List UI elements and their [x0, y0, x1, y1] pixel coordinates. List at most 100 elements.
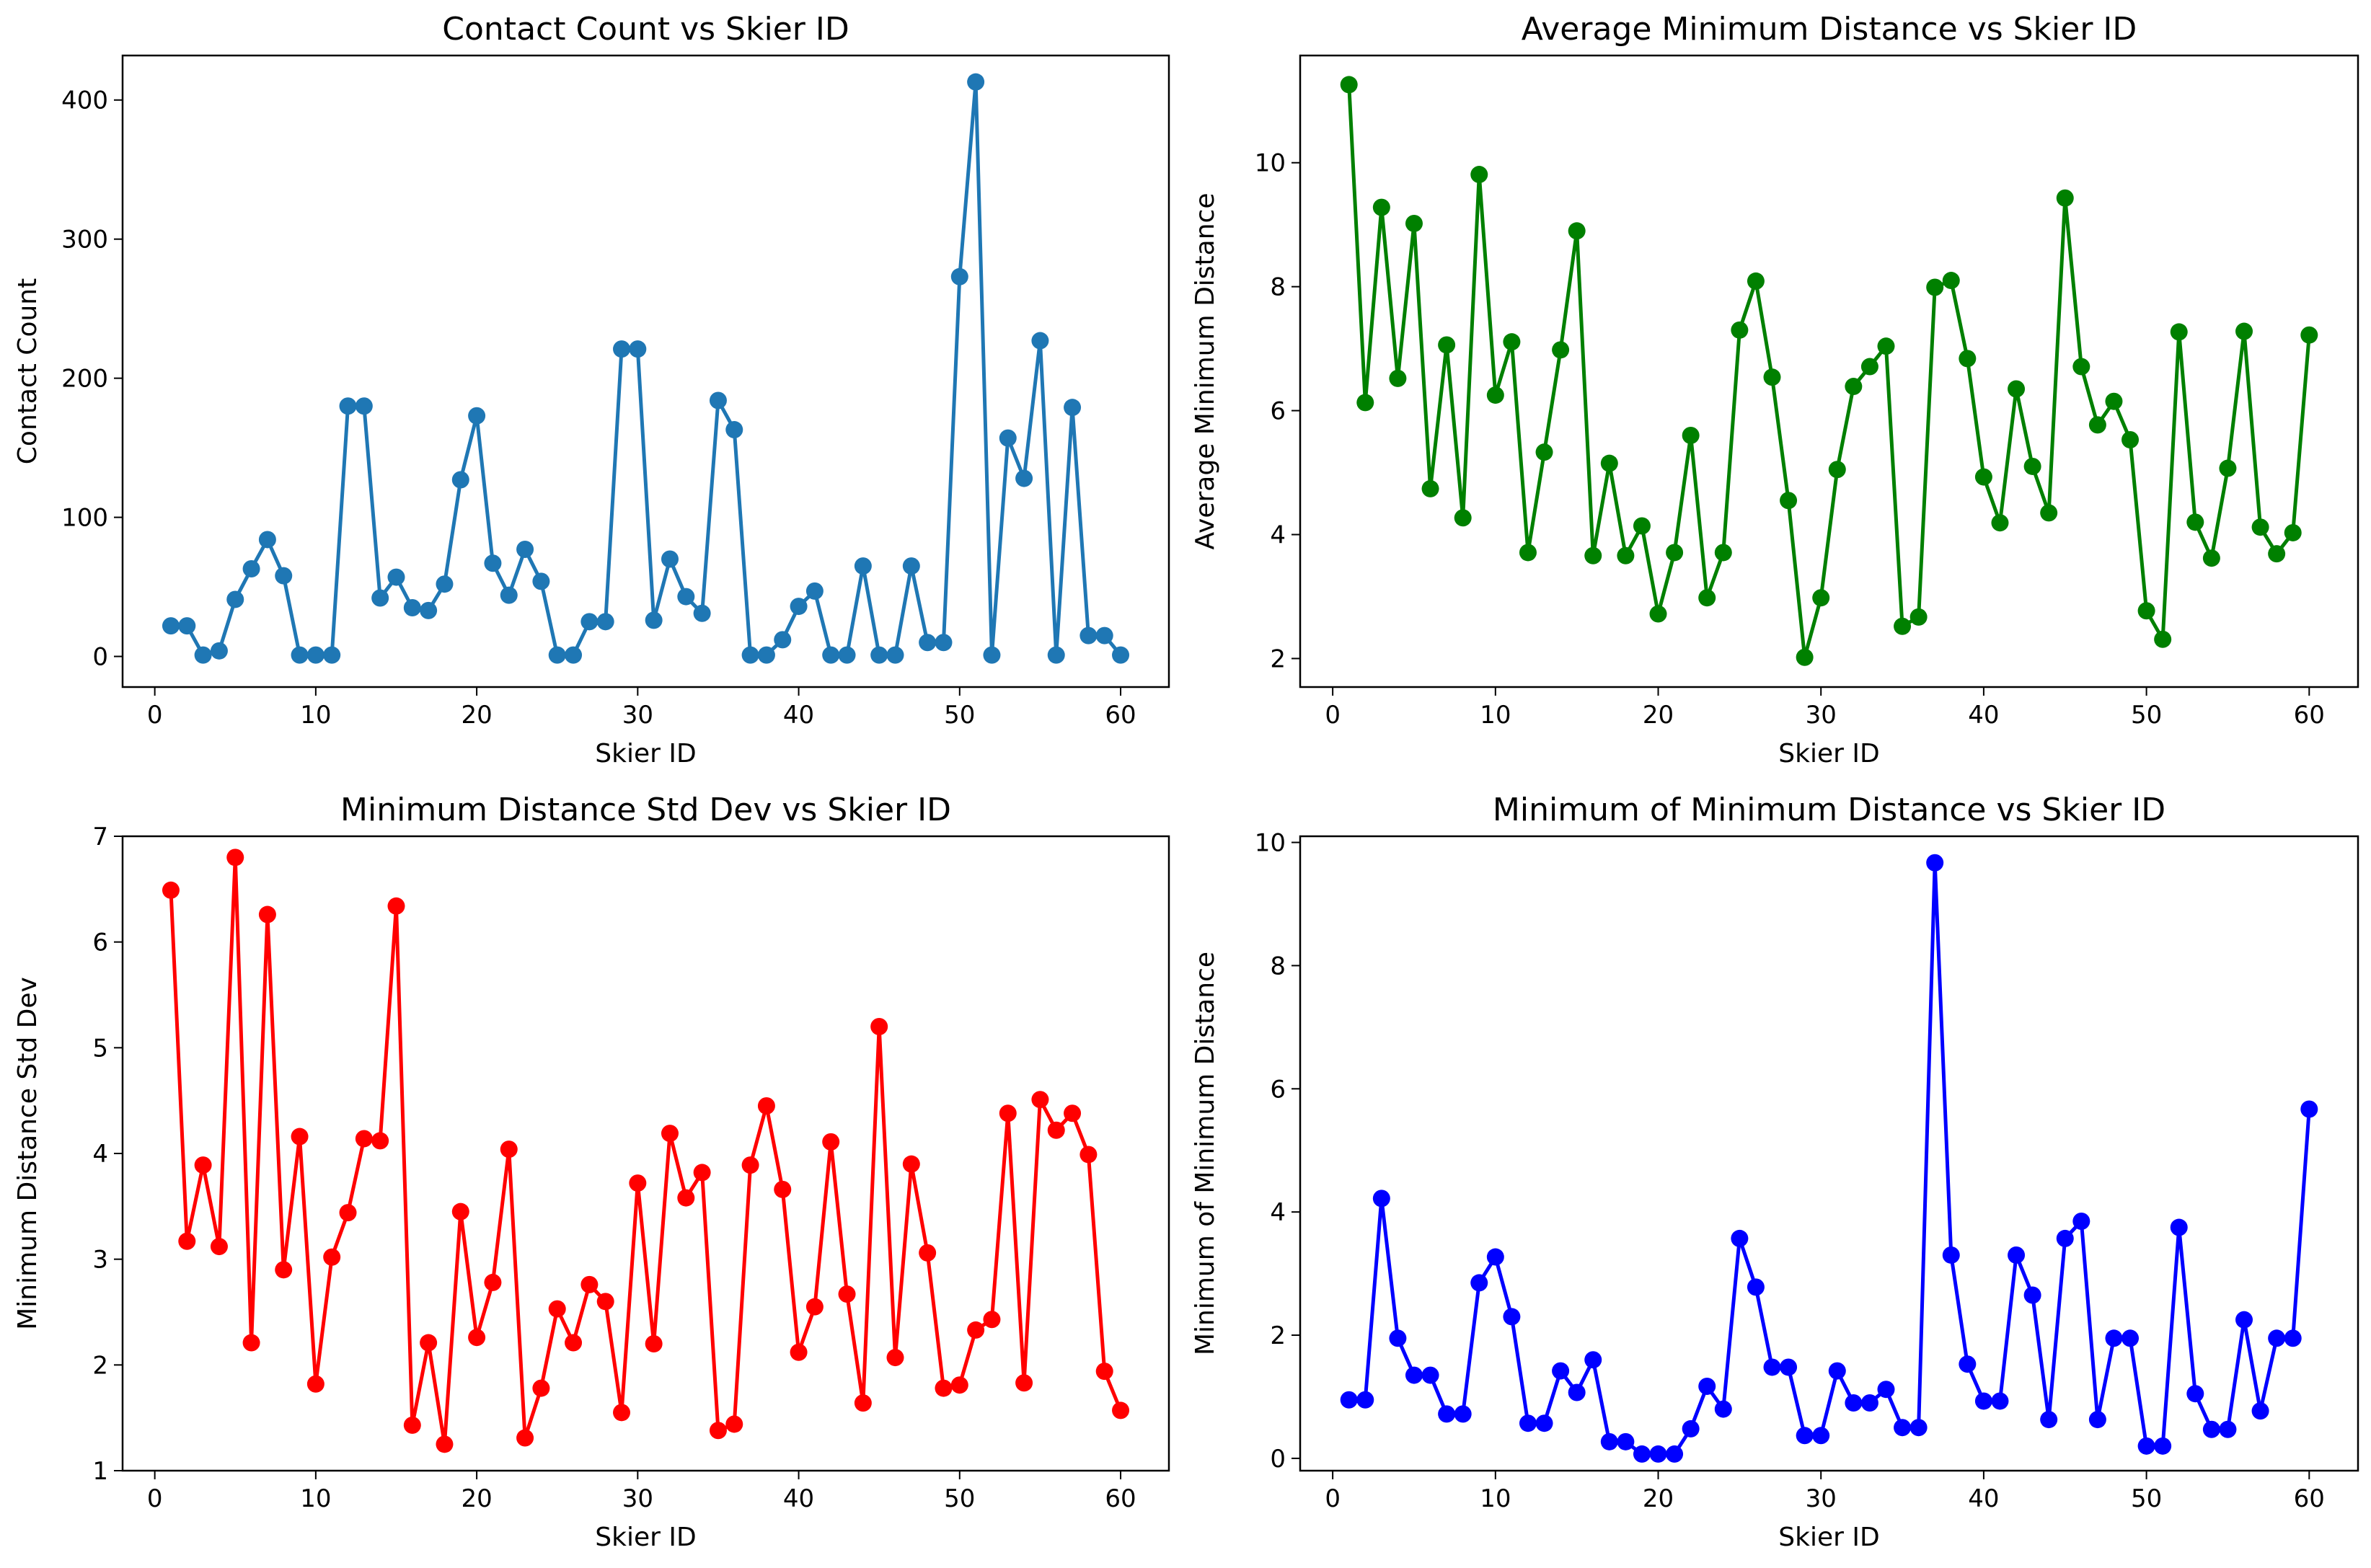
data-point — [967, 73, 985, 91]
x-tick-label: 0 — [147, 701, 163, 730]
data-point — [2137, 1437, 2155, 1455]
data-point — [1015, 469, 1033, 487]
data-point — [2284, 1329, 2302, 1347]
data-point — [1405, 1366, 1423, 1384]
x-tick-label: 20 — [461, 701, 492, 730]
data-point — [565, 1334, 583, 1352]
data-point — [2284, 523, 2302, 541]
y-tick-label: 100 — [61, 504, 108, 533]
data-point — [484, 1273, 502, 1291]
y-tick-label: 7 — [92, 823, 108, 851]
data-point — [1974, 468, 1992, 486]
data-point — [355, 397, 373, 415]
data-point — [339, 397, 357, 415]
data-point — [1942, 1246, 1960, 1264]
data-point — [1763, 1358, 1781, 1376]
data-point — [1796, 1427, 1814, 1445]
data-point — [2056, 1229, 2074, 1247]
y-tick-label: 3 — [92, 1246, 108, 1275]
data-point — [774, 631, 792, 649]
data-point — [854, 1394, 872, 1412]
data-point — [2235, 322, 2253, 340]
data-point — [2040, 1411, 2058, 1429]
y-axis-label: Minimum of Minimum Distance — [1191, 952, 1220, 1355]
y-tick-label: 10 — [1255, 149, 1286, 178]
data-point — [2186, 1385, 2204, 1403]
data-point — [1828, 461, 1846, 479]
data-point — [1860, 1394, 1878, 1412]
data-point — [1666, 1445, 1684, 1463]
data-point — [1796, 648, 1814, 666]
series-line — [170, 80, 1122, 657]
data-point — [1535, 443, 1553, 461]
data-point — [2186, 513, 2204, 531]
data-point — [596, 613, 614, 631]
data-point — [1356, 1391, 1374, 1409]
x-tick-label: 20 — [1643, 701, 1674, 730]
data-point — [1064, 1104, 1082, 1122]
y-tick-label: 4 — [1270, 1198, 1286, 1227]
data-point — [1698, 1377, 1716, 1395]
average-minimum-distance-chart: Average Minimum Distance vs Skier ID Ski… — [1191, 11, 2359, 769]
data-point — [403, 1416, 421, 1434]
data-point — [1649, 605, 1667, 623]
data-point — [886, 1349, 904, 1367]
data-point — [355, 1130, 373, 1148]
series-line — [1348, 861, 2311, 1456]
data-point — [1860, 358, 1878, 376]
data-point — [1926, 854, 1944, 872]
data-point — [1454, 509, 1472, 527]
series-line — [1347, 84, 2311, 660]
data-point — [1095, 1363, 1113, 1381]
data-point — [1926, 278, 1944, 296]
data-point — [1454, 1405, 1472, 1423]
data-point — [532, 1379, 550, 1397]
data-point — [1356, 394, 1374, 412]
x-tick-label: 0 — [1325, 701, 1341, 730]
data-point — [935, 1379, 953, 1397]
data-point — [967, 1321, 985, 1339]
data-point — [162, 617, 180, 635]
data-point — [565, 646, 583, 664]
data-point — [2170, 323, 2188, 341]
data-point — [805, 582, 824, 600]
data-point — [1340, 1391, 1358, 1409]
data-point — [645, 1335, 663, 1352]
data-point — [1535, 1414, 1553, 1432]
data-point — [1552, 341, 1570, 359]
y-tick-label: 200 — [61, 365, 108, 394]
data-point — [371, 589, 389, 607]
data-point — [709, 391, 727, 409]
data-point — [725, 1415, 743, 1433]
data-point — [1552, 1362, 1570, 1380]
data-point — [854, 557, 872, 575]
data-point — [1991, 1392, 2009, 1410]
data-point — [822, 1133, 840, 1151]
data-point — [1047, 646, 1065, 664]
data-point — [950, 1376, 968, 1394]
data-point — [613, 340, 631, 358]
data-point — [194, 646, 212, 664]
data-point — [2072, 1212, 2090, 1230]
data-point — [258, 531, 276, 549]
data-point — [741, 1156, 759, 1174]
data-point — [1959, 1355, 1977, 1373]
data-point — [1894, 617, 1912, 635]
data-point — [1714, 544, 1732, 562]
data-point — [1731, 1229, 1749, 1247]
data-point — [2219, 1420, 2237, 1438]
data-point — [2008, 380, 2026, 398]
data-point — [2202, 549, 2220, 567]
data-point — [790, 598, 808, 616]
data-point — [516, 540, 534, 558]
plot-frame — [121, 835, 1170, 1472]
data-point — [451, 1202, 469, 1221]
data-point — [1438, 336, 1456, 354]
y-tick-label: 6 — [92, 929, 108, 957]
data-point — [242, 1334, 260, 1352]
x-axis-label: Skier ID — [595, 1523, 696, 1552]
data-point — [1877, 337, 1895, 355]
x-tick-label: 10 — [300, 1484, 331, 1513]
chart-title: Minimum of Minimum Distance vs Skier ID — [1493, 792, 2165, 828]
data-point — [2268, 1329, 2286, 1347]
